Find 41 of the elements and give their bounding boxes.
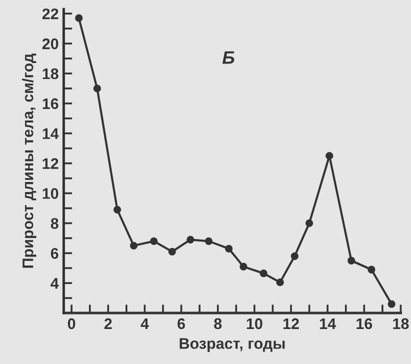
y-tick-label: 20	[42, 38, 58, 50]
y-tick-label: 22	[42, 8, 58, 20]
x-tick-label: 2	[104, 318, 112, 329]
point	[368, 266, 376, 274]
x-tick-label: 16	[356, 318, 372, 330]
y-tick-label: 14	[42, 128, 59, 139]
point	[150, 237, 158, 245]
y-tick-label: 10	[42, 188, 58, 199]
point	[276, 278, 284, 286]
point	[290, 252, 298, 260]
y-tick-label: 6	[50, 248, 58, 259]
point	[168, 248, 176, 256]
x-tick-label: 14	[320, 318, 336, 329]
x-tick-label: 0	[68, 318, 76, 330]
y-tick-label: 18	[42, 68, 58, 80]
point	[186, 236, 194, 244]
x-tick-label: 8	[214, 318, 222, 330]
x-tick-label: 6	[178, 318, 185, 330]
annotation: Б	[222, 51, 234, 64]
x-axis-title: Возраст, годы	[180, 338, 285, 352]
y-axis-title: Прирост длины тела, см/год	[22, 54, 36, 268]
point	[113, 206, 122, 214]
y-tick-label: 12	[42, 158, 58, 169]
y-tick-label: 16	[42, 98, 58, 110]
point	[75, 14, 83, 22]
y-tick-label: 8	[50, 218, 58, 229]
point	[130, 242, 138, 250]
x-tick-label: 18	[393, 318, 409, 330]
point	[305, 219, 314, 228]
y-tick-label: 4	[50, 278, 59, 289]
point	[326, 152, 334, 160]
point	[388, 300, 396, 308]
point	[348, 256, 356, 264]
point	[260, 270, 268, 278]
point	[240, 262, 248, 270]
x-tick-label: 10	[246, 318, 262, 330]
point	[93, 84, 101, 92]
x-tick-label: 12	[283, 318, 299, 329]
x-tick-label: 4	[140, 318, 149, 329]
point	[225, 244, 233, 252]
point	[204, 237, 213, 245]
